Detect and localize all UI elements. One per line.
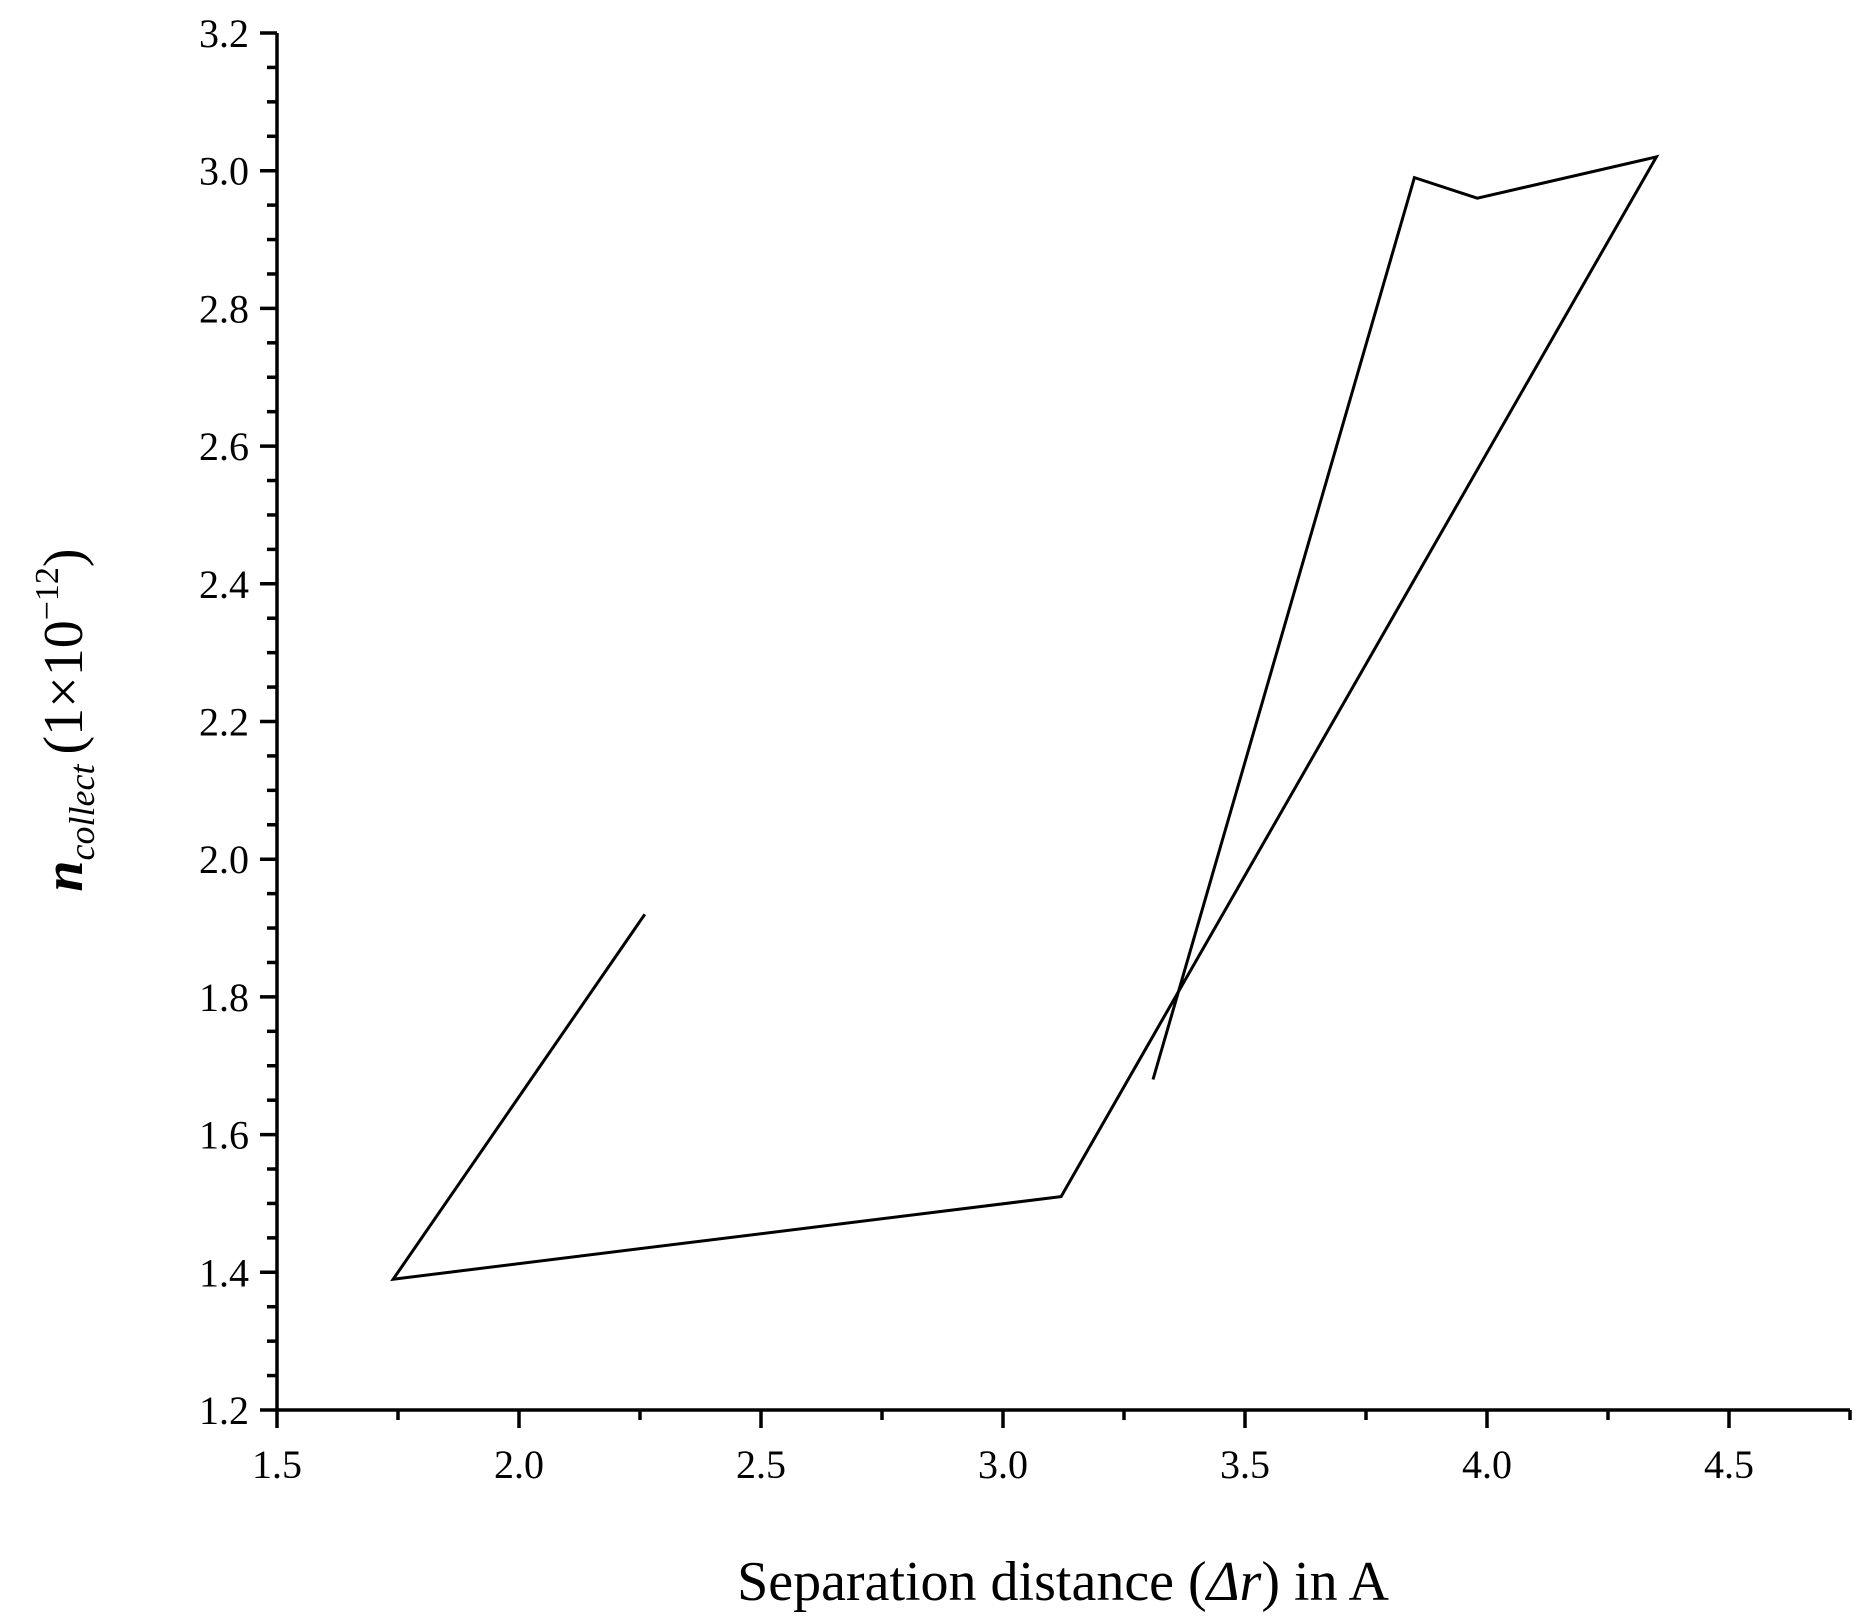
plot-area (390, 154, 1660, 1282)
y-tick-label: 2.6 (199, 424, 249, 469)
x-tick-label: 4.5 (1704, 1442, 1754, 1487)
y-tick-label: 1.2 (199, 1388, 249, 1433)
y-tick-label: 2.2 (199, 700, 249, 745)
x-tick-label: 2.5 (736, 1442, 786, 1487)
y-tick-label: 1.4 (199, 1250, 249, 1295)
x-tick-label: 3.0 (978, 1442, 1028, 1487)
y-tick-label: 1.6 (199, 1113, 249, 1158)
y-tick-label: 2.8 (199, 286, 249, 331)
y-tick-label: 1.8 (199, 975, 249, 1020)
x-axis-title: Separation distance (Δr) in A (737, 1551, 1389, 1613)
x-ticks (275, 1410, 1852, 1428)
y-axis-title: ncollect(1×10−12) (29, 548, 102, 891)
y-tick-label: 3.2 (199, 11, 249, 56)
x-tick-label: 3.5 (1220, 1442, 1270, 1487)
y-tick-label: 2.4 (199, 562, 249, 607)
axes (275, 33, 1850, 1412)
x-tick-label: 1.5 (252, 1442, 302, 1487)
y-tick-label: 2.0 (199, 837, 249, 882)
y-tick-label: 3.0 (199, 149, 249, 194)
x-tick-label: 4.0 (1462, 1442, 1512, 1487)
tick-labels: 1.2 1.4 1.6 1.8 2.0 2.2 2.4 2.6 2.8 3.0 3.2 1.5 2.0 2… (199, 11, 1754, 1487)
series-line (390, 154, 1660, 1282)
y-ticks (260, 31, 277, 1412)
x-tick-label: 2.0 (494, 1442, 544, 1487)
